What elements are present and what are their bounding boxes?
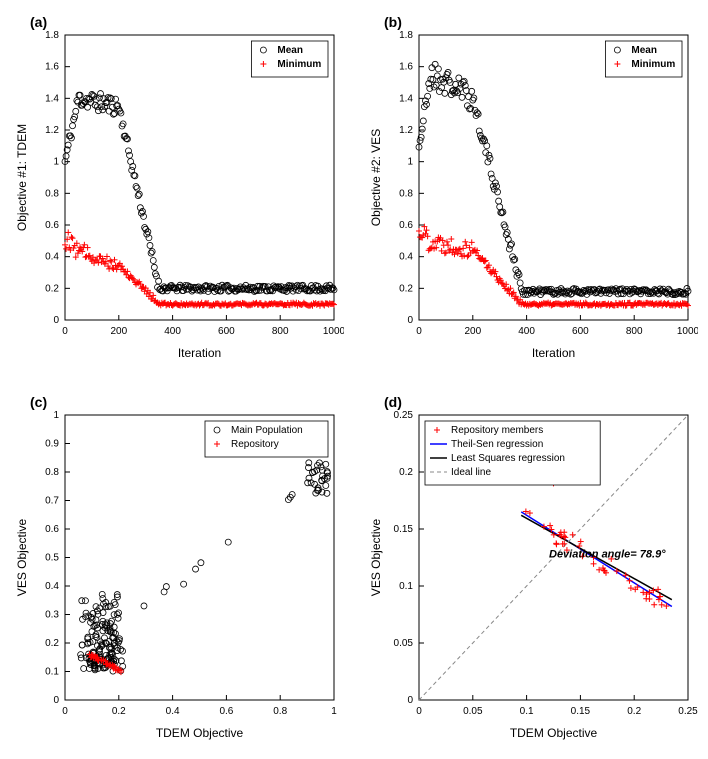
svg-text:1000: 1000 bbox=[323, 326, 344, 337]
svg-text:0: 0 bbox=[416, 706, 422, 717]
svg-text:TDEM Objective: TDEM Objective bbox=[156, 726, 244, 740]
svg-text:800: 800 bbox=[626, 326, 643, 337]
svg-text:0.3: 0.3 bbox=[45, 609, 59, 620]
svg-text:Theil-Sen regression: Theil-Sen regression bbox=[451, 439, 543, 450]
svg-text:0.2: 0.2 bbox=[45, 638, 59, 649]
svg-text:0.6: 0.6 bbox=[219, 706, 233, 717]
svg-text:0.6: 0.6 bbox=[45, 220, 59, 231]
panel-b: 0 200 400 600 800 1000 0 0.2 0.4 0.6 0.8 1 1.2 1.4 1.6… bbox=[364, 10, 698, 370]
svg-text:0: 0 bbox=[53, 695, 59, 706]
svg-text:Mean: Mean bbox=[277, 45, 303, 56]
panel-d: 00.050.10.150.20.2500.050.10.150.20.25(d… bbox=[364, 390, 698, 750]
svg-text:0.15: 0.15 bbox=[394, 524, 414, 535]
svg-text:0.5: 0.5 bbox=[45, 552, 59, 563]
svg-text:1.2: 1.2 bbox=[45, 125, 59, 136]
svg-text:0.7: 0.7 bbox=[45, 495, 59, 506]
svg-text:0: 0 bbox=[62, 706, 68, 717]
svg-text:0.05: 0.05 bbox=[463, 706, 483, 717]
svg-text:VES Objective: VES Objective bbox=[15, 518, 29, 596]
svg-text:0.05: 0.05 bbox=[394, 638, 414, 649]
svg-text:600: 600 bbox=[218, 326, 235, 337]
svg-text:1: 1 bbox=[53, 157, 59, 168]
svg-text:Repository: Repository bbox=[231, 439, 279, 450]
svg-text:1: 1 bbox=[331, 706, 337, 717]
svg-text:200: 200 bbox=[464, 326, 481, 337]
svg-text:1.8: 1.8 bbox=[45, 30, 59, 41]
svg-text:0: 0 bbox=[407, 695, 413, 706]
svg-text:0.2: 0.2 bbox=[399, 467, 413, 478]
svg-text:1.4: 1.4 bbox=[399, 93, 413, 104]
svg-text:0.15: 0.15 bbox=[571, 706, 591, 717]
svg-text:0.1: 0.1 bbox=[45, 666, 59, 677]
svg-text:1.6: 1.6 bbox=[45, 62, 59, 73]
svg-text:800: 800 bbox=[272, 326, 289, 337]
svg-text:0.6: 0.6 bbox=[399, 220, 413, 231]
svg-text:1.4: 1.4 bbox=[45, 93, 59, 104]
svg-text:400: 400 bbox=[518, 326, 535, 337]
svg-text:0.25: 0.25 bbox=[678, 706, 698, 717]
svg-text:0.8: 0.8 bbox=[45, 188, 59, 199]
svg-text:400: 400 bbox=[164, 326, 181, 337]
svg-text:0.8: 0.8 bbox=[399, 188, 413, 199]
svg-text:VES Objective: VES Objective bbox=[369, 518, 383, 596]
svg-text:1.2: 1.2 bbox=[399, 125, 413, 136]
svg-text:0.1: 0.1 bbox=[520, 706, 534, 717]
svg-text:0.25: 0.25 bbox=[394, 410, 414, 421]
svg-text:1: 1 bbox=[53, 410, 59, 421]
svg-text:Iteration: Iteration bbox=[532, 346, 575, 360]
svg-text:0: 0 bbox=[407, 315, 413, 326]
svg-text:0.4: 0.4 bbox=[45, 581, 59, 592]
svg-text:(c): (c) bbox=[30, 394, 47, 410]
svg-text:Repository members: Repository members bbox=[451, 425, 543, 436]
svg-text:0.4: 0.4 bbox=[166, 706, 180, 717]
svg-text:0.2: 0.2 bbox=[45, 283, 59, 294]
svg-text:0.4: 0.4 bbox=[399, 252, 413, 263]
svg-text:0.1: 0.1 bbox=[399, 581, 413, 592]
svg-text:1.6: 1.6 bbox=[399, 62, 413, 73]
svg-text:Ideal line: Ideal line bbox=[451, 467, 491, 478]
svg-text:0: 0 bbox=[53, 315, 59, 326]
svg-text:(b): (b) bbox=[384, 14, 402, 30]
svg-text:0.8: 0.8 bbox=[273, 706, 287, 717]
svg-text:Minimum: Minimum bbox=[631, 59, 675, 70]
svg-text:Objective #1: TDEM: Objective #1: TDEM bbox=[15, 124, 29, 231]
svg-text:0.2: 0.2 bbox=[627, 706, 641, 717]
svg-text:Objective #2: VES: Objective #2: VES bbox=[369, 129, 383, 226]
panel-c: 0 0.2 0.4 0.6 0.8 1 0 0.1 0.2 0.3 0.4 0.5 0.6 0.7 0.8 0… bbox=[10, 390, 344, 750]
figure-grid: 0200400600800100000.20.40.60.811.21.41.6… bbox=[10, 10, 698, 749]
svg-text:Least Squares regression: Least Squares regression bbox=[451, 453, 565, 464]
svg-text:1.8: 1.8 bbox=[399, 30, 413, 41]
svg-text:1: 1 bbox=[407, 157, 413, 168]
svg-text:600: 600 bbox=[572, 326, 589, 337]
svg-text:Minimum: Minimum bbox=[277, 59, 321, 70]
svg-text:0.8: 0.8 bbox=[45, 467, 59, 478]
svg-text:0.2: 0.2 bbox=[399, 283, 413, 294]
panel-a: 0 200 400 600 800 1000 0 0.2 0.4 0.6 0.8 1 1.2 1.4 1.6… bbox=[10, 10, 344, 370]
svg-text:Main Population: Main Population bbox=[231, 425, 303, 436]
svg-text:0.6: 0.6 bbox=[45, 524, 59, 535]
svg-text:0.2: 0.2 bbox=[112, 706, 126, 717]
svg-text:Deviation angle= 78.9°: Deviation angle= 78.9° bbox=[549, 548, 666, 560]
svg-text:(a): (a) bbox=[30, 14, 47, 30]
svg-text:0: 0 bbox=[416, 326, 422, 337]
svg-text:1000: 1000 bbox=[677, 326, 698, 337]
svg-text:TDEM Objective: TDEM Objective bbox=[510, 726, 598, 740]
svg-text:0: 0 bbox=[62, 326, 68, 337]
svg-text:Mean: Mean bbox=[631, 45, 657, 56]
svg-text:(d): (d) bbox=[384, 394, 402, 410]
svg-text:0.4: 0.4 bbox=[45, 252, 59, 263]
svg-text:200: 200 bbox=[110, 326, 127, 337]
svg-text:Iteration: Iteration bbox=[178, 346, 221, 360]
svg-text:0.9: 0.9 bbox=[45, 438, 59, 449]
